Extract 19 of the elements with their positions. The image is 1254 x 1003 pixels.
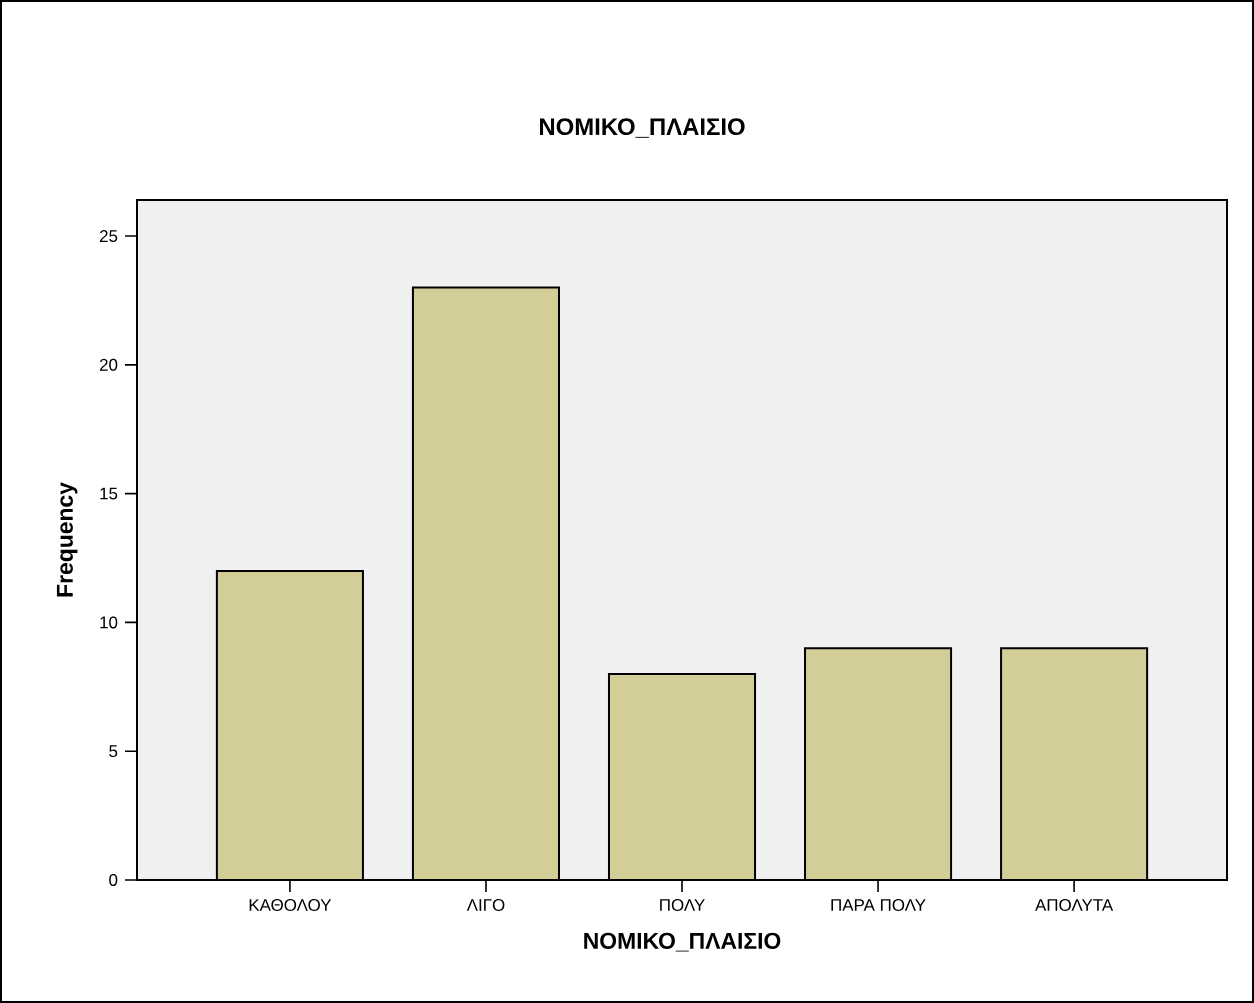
x-tick-label: ΛΙΓΟ [466, 899, 505, 912]
x-tick-label: ΠΟΛΥ [660, 899, 705, 912]
y-tick-label: 25 [99, 230, 118, 243]
bar [1000, 647, 1149, 880]
y-tick-label: 10 [100, 616, 118, 629]
chart-title: ΝΟΜΙΚΟ_ΠΛΑΙΣΙΟ [540, 118, 745, 138]
y-tick-label: 20 [99, 358, 118, 371]
bar [411, 286, 560, 880]
y-tick-label: 5 [109, 745, 118, 758]
bar [215, 569, 364, 880]
x-tick-label: ΠΑΡΑ ΠΟΛΥ [831, 899, 926, 912]
x-tick-label: ΚΑΘΟΛΟΥ [249, 899, 332, 912]
y-tick-label: 0 [109, 874, 118, 886]
y-tick-label: 15 [100, 487, 118, 500]
x-tick-label: ΑΠΟΛΥΤΑ [1035, 899, 1114, 912]
bar [607, 672, 757, 880]
x-axis-title: ΝΟΜΙΚΟ_ΠΛΑΙΣΙΟ [584, 932, 781, 952]
y-axis-title: Frequency [56, 482, 78, 597]
bar [805, 648, 952, 880]
